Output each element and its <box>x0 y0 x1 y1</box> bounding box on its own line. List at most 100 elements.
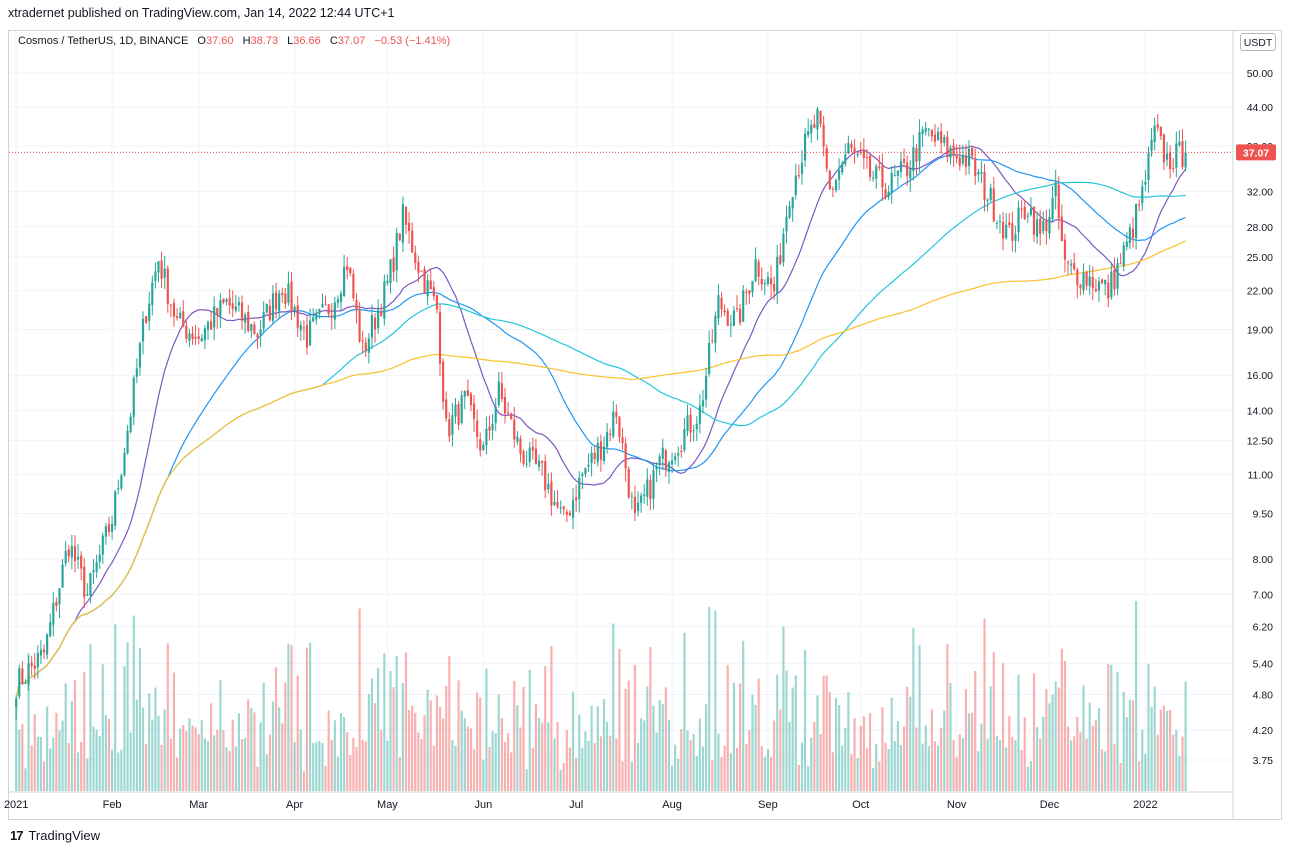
volume-bar <box>751 694 754 791</box>
candle-body <box>735 307 739 310</box>
volume-bar <box>185 730 188 791</box>
candle-body <box>265 303 268 313</box>
candle-body <box>701 400 705 407</box>
candle-body <box>83 566 86 598</box>
candle-body <box>704 376 708 400</box>
volume-bar <box>847 692 850 791</box>
candle-body <box>995 222 998 224</box>
candle-body <box>943 137 946 143</box>
candle-body <box>989 187 992 201</box>
candle-body <box>1051 197 1054 220</box>
candle-body <box>135 368 138 377</box>
volume-bar <box>61 720 64 791</box>
volume-bar <box>986 738 989 791</box>
volume-bar <box>605 721 609 791</box>
volume-bar <box>274 667 278 791</box>
currency-badge[interactable]: USDT <box>1240 33 1276 51</box>
y-tick-label: 28.00 <box>1247 222 1273 234</box>
volume-bar <box>1116 671 1119 791</box>
volume-bar <box>228 751 231 791</box>
candle-body <box>797 175 800 177</box>
candle-body <box>556 502 559 507</box>
volume-bar <box>1001 663 1005 791</box>
volume-bar <box>1144 754 1147 791</box>
candle-body <box>831 188 834 190</box>
candle-body <box>497 381 500 405</box>
volume-bar <box>256 766 259 791</box>
candle-body <box>423 268 426 294</box>
volume-bar <box>157 715 160 791</box>
candle-body <box>1116 263 1119 289</box>
candle-body <box>1001 221 1005 239</box>
candle-body <box>609 433 612 435</box>
candle-body <box>39 649 43 656</box>
candle-body <box>983 172 986 200</box>
volume-bar <box>794 675 797 791</box>
candle-body <box>723 309 726 313</box>
ohlc-legend: Cosmos / TetherUS, 1D, BINANCE O37.60 H3… <box>18 35 450 47</box>
candle-body <box>15 698 18 707</box>
candle-body <box>194 336 197 339</box>
candle-body <box>268 306 271 321</box>
volume-bar <box>101 664 104 791</box>
volume-bar <box>216 729 219 791</box>
candle-body <box>949 147 952 158</box>
volume-bar <box>550 646 553 791</box>
volume-bar <box>305 647 309 791</box>
candle-body <box>349 267 352 274</box>
volume-bar <box>1032 673 1036 791</box>
volume-bar <box>73 679 77 791</box>
volume-bar <box>788 722 791 791</box>
candle-body <box>370 315 374 338</box>
candle-body <box>547 483 550 490</box>
y-tick-label: 25.00 <box>1247 252 1273 264</box>
candle-body <box>930 129 933 137</box>
volume-bar <box>222 730 225 791</box>
candle-body <box>1128 227 1131 244</box>
candle-body <box>742 290 745 322</box>
volume-bar <box>621 761 624 791</box>
candle-body <box>1165 153 1169 160</box>
candle-body <box>584 467 587 474</box>
candle-body <box>278 293 281 312</box>
volume-bar <box>200 720 203 791</box>
volume-bar <box>1045 689 1048 791</box>
candle-body <box>336 299 340 303</box>
candle-body <box>1045 219 1048 232</box>
candle-body <box>129 416 132 432</box>
y-tick-label: 22.00 <box>1247 286 1273 298</box>
volume-bar <box>760 746 763 791</box>
candle-body <box>766 276 770 285</box>
volume-bar <box>172 672 176 791</box>
volume-bar <box>998 740 1002 791</box>
ma-20-line <box>15 145 1187 699</box>
candle-body <box>955 155 958 159</box>
volume-bar <box>299 729 302 791</box>
volume-bar <box>80 741 83 791</box>
volume-bar <box>575 758 578 791</box>
tradingview-brand[interactable]: 17 TradingView <box>10 828 100 843</box>
volume-bar <box>711 760 714 791</box>
volume-bar <box>868 713 872 791</box>
volume-bar <box>15 699 18 791</box>
volume-bar <box>754 705 757 791</box>
volume-bar <box>389 671 392 791</box>
volume-bar <box>83 671 86 791</box>
candle-body <box>729 324 732 326</box>
candle-body <box>655 467 658 470</box>
volume-bar <box>287 644 290 791</box>
candles <box>15 106 1187 720</box>
symbol-title[interactable]: Cosmos / TetherUS, 1D, BINANCE <box>18 35 189 47</box>
volume-bar <box>1057 687 1060 791</box>
candle-body <box>862 150 865 158</box>
volume-bar <box>881 707 884 791</box>
candle-body <box>92 570 95 573</box>
volume-bar <box>485 668 488 791</box>
volume-bar <box>547 722 550 791</box>
volume-bar <box>438 706 442 791</box>
candle-body <box>293 306 296 311</box>
candle-body <box>200 337 203 342</box>
volume-bar <box>531 747 534 791</box>
volume-bar <box>281 723 284 791</box>
